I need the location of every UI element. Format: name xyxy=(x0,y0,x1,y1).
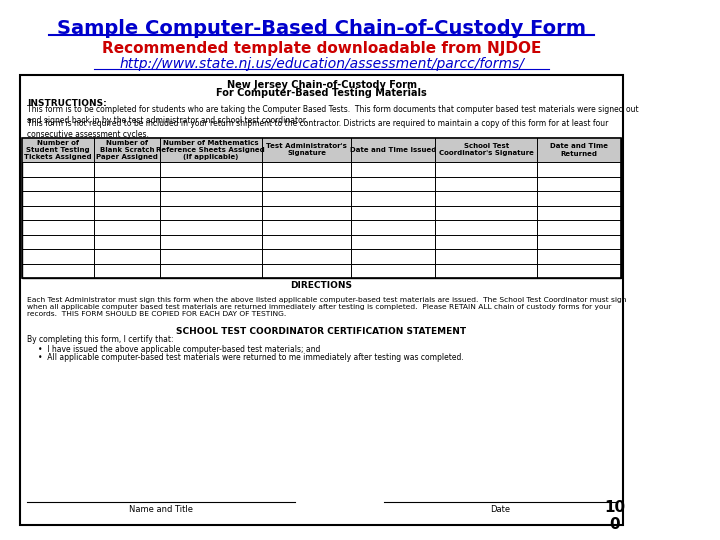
Text: Name and Title: Name and Title xyxy=(129,505,193,515)
Text: Number of
Student Testing
Tickets Assigned: Number of Student Testing Tickets Assign… xyxy=(24,140,92,160)
Text: New Jersey Chain-of-Custody Form: New Jersey Chain-of-Custody Form xyxy=(227,80,417,90)
Bar xyxy=(22,138,621,278)
Bar xyxy=(19,75,624,525)
Bar xyxy=(22,138,621,162)
Text: DIRECTIONS: DIRECTIONS xyxy=(291,281,353,291)
Text: 10
0: 10 0 xyxy=(604,500,625,532)
Text: School Test
Coordinator's Signature: School Test Coordinator's Signature xyxy=(438,144,534,157)
Text: http://www.state.nj.us/education/assessment/parcc/forms/: http://www.state.nj.us/education/assessm… xyxy=(119,57,524,71)
Text: Sample Computer-Based Chain-of-Custody Form: Sample Computer-Based Chain-of-Custody F… xyxy=(57,18,586,37)
Text: •  I have issued the above applicable computer-based test materials; and: • I have issued the above applicable com… xyxy=(37,346,320,354)
Text: Date and Time Issued: Date and Time Issued xyxy=(350,147,436,153)
Bar xyxy=(22,138,621,278)
Text: SCHOOL TEST COORDINATOR CERTIFICATION STATEMENT: SCHOOL TEST COORDINATOR CERTIFICATION ST… xyxy=(176,327,467,336)
Text: INSTRUCTIONS:: INSTRUCTIONS: xyxy=(27,99,107,109)
Text: Date: Date xyxy=(490,505,510,515)
Text: Number of Mathematics
Reference Sheets Assigned
(If applicable): Number of Mathematics Reference Sheets A… xyxy=(156,140,265,160)
Text: Test Administrator's
Signature: Test Administrator's Signature xyxy=(266,144,347,157)
Text: Recommended template downloadable from NJDOE: Recommended template downloadable from N… xyxy=(102,42,541,57)
Text: By completing this form, I certify that:: By completing this form, I certify that: xyxy=(27,335,174,345)
Text: Each Test Administrator must sign this form when the above listed applicable com: Each Test Administrator must sign this f… xyxy=(27,297,626,317)
Text: Number of
Blank Scratch
Paper Assigned: Number of Blank Scratch Paper Assigned xyxy=(96,140,158,160)
Text: This form is to be completed for students who are taking the Computer Based Test: This form is to be completed for student… xyxy=(27,105,639,125)
Text: Date and Time
Returned: Date and Time Returned xyxy=(550,144,608,157)
Text: For Computer-Based Testing Materials: For Computer-Based Testing Materials xyxy=(216,88,427,98)
Text: This form is not required to be included in your return shipment to the contract: This form is not required to be included… xyxy=(27,119,608,139)
Text: •  All applicable computer-based test materials were returned to me immediately : • All applicable computer-based test mat… xyxy=(37,353,463,361)
